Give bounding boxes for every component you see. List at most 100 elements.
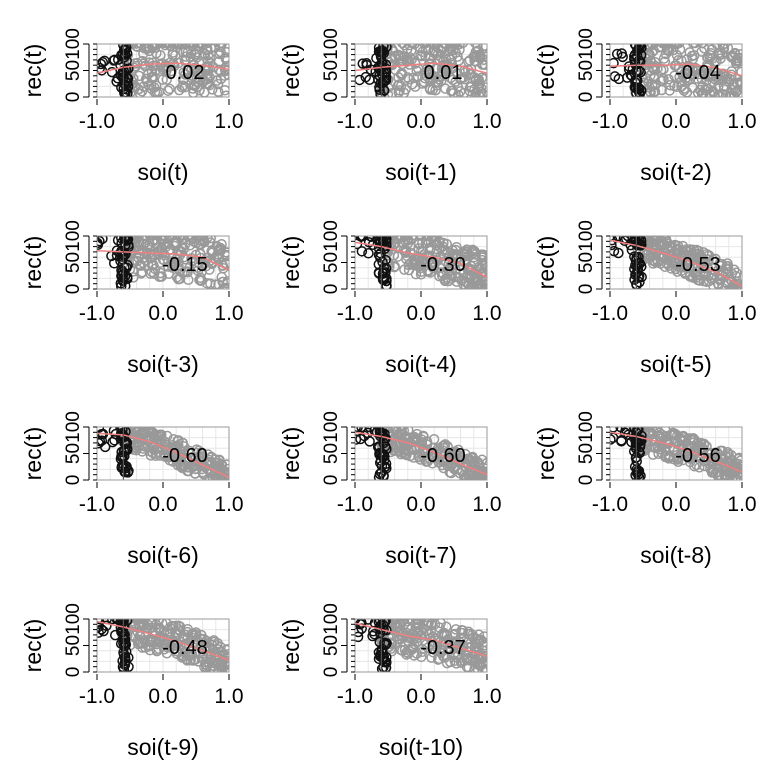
- data-point: [121, 262, 132, 273]
- data-point: [700, 269, 711, 281]
- data-point: [204, 57, 216, 69]
- x-tick-label: -1.0: [592, 302, 628, 325]
- data-point: [378, 625, 389, 636]
- data-point: [214, 44, 226, 49]
- data-point: [373, 259, 385, 270]
- y-tick-label: 100: [63, 28, 84, 60]
- y-tick-label: 100: [63, 411, 84, 443]
- data-point: [401, 647, 412, 658]
- data-point: [647, 449, 659, 460]
- data-point: [458, 247, 469, 259]
- y-tick-label: 50: [321, 635, 342, 656]
- data-point: [464, 454, 475, 466]
- data-point: [184, 44, 195, 49]
- y-tick-label: 50: [321, 443, 342, 464]
- y-tick-label: 50: [576, 443, 597, 464]
- data-point: [427, 458, 438, 469]
- data-point: [161, 619, 172, 629]
- x-axis-label: soi(t-7): [385, 542, 457, 568]
- data-point: [203, 657, 215, 668]
- data-point: [447, 74, 459, 86]
- data-point: [632, 427, 643, 436]
- data-point: [355, 427, 363, 433]
- data-point: [407, 641, 418, 653]
- data-point: [151, 44, 162, 49]
- data-point: [679, 83, 690, 94]
- data-point: [408, 452, 419, 463]
- data-point: [695, 437, 707, 449]
- data-point: [393, 79, 405, 90]
- data-point: [164, 83, 175, 95]
- data-point: [219, 85, 229, 96]
- data-point: [208, 657, 220, 669]
- y-axis-label: rec(t): [20, 427, 46, 481]
- data-point: [395, 80, 407, 92]
- data-point: [428, 257, 440, 268]
- data-point: [379, 637, 390, 648]
- data-point: [446, 467, 457, 479]
- data-point: [734, 49, 742, 60]
- data-point: [416, 643, 428, 655]
- data-point: [437, 44, 449, 54]
- data-point: [394, 442, 405, 454]
- y-tick-label: 100: [576, 411, 597, 443]
- x-axis-label: soi(t): [137, 159, 188, 185]
- data-point: [136, 619, 148, 624]
- x-tick-label: 0.0: [406, 493, 435, 516]
- data-point: [414, 44, 426, 53]
- correlation-label: -0.53: [675, 254, 721, 276]
- data-point: [206, 467, 218, 479]
- data-point: [468, 274, 479, 286]
- data-point: [689, 434, 700, 446]
- data-point: [404, 432, 415, 443]
- y-tick-label: 100: [321, 220, 342, 252]
- data-point: [446, 63, 458, 74]
- data-point: [167, 49, 178, 61]
- data-point: [169, 240, 180, 252]
- data-point: [395, 448, 407, 460]
- data-point: [116, 626, 127, 638]
- x-tick-label: 1.0: [727, 110, 756, 133]
- data-point: [185, 236, 196, 241]
- data-point: [180, 46, 191, 57]
- data-point: [685, 433, 696, 445]
- data-point: [106, 66, 118, 78]
- data-point: [142, 260, 154, 271]
- data-point: [480, 665, 487, 672]
- data-point: [692, 87, 704, 97]
- data-point: [178, 236, 189, 241]
- data-point: [643, 236, 654, 241]
- data-point: [662, 44, 674, 49]
- y-tick-label: 100: [576, 28, 597, 60]
- data-point: [660, 445, 672, 457]
- points: [610, 44, 742, 97]
- correlation-label: -0.60: [420, 445, 466, 467]
- data-point: [463, 470, 474, 480]
- y-tick-label: 0: [63, 284, 84, 295]
- data-point: [213, 64, 225, 76]
- x-tick-label: 0.0: [661, 493, 690, 516]
- data-point: [402, 619, 413, 627]
- correlation-label: -0.04: [675, 62, 721, 84]
- data-point: [174, 84, 185, 96]
- data-point: [146, 622, 158, 633]
- data-point: [429, 44, 440, 49]
- data-point: [188, 44, 199, 49]
- data-point: [219, 70, 229, 81]
- data-point: [97, 236, 108, 245]
- y-tick-label: 100: [321, 411, 342, 443]
- data-point: [218, 473, 229, 480]
- data-point: [177, 44, 188, 49]
- data-point: [670, 450, 682, 461]
- data-point: [220, 53, 229, 65]
- smoother-line: [610, 431, 742, 473]
- data-point: [214, 48, 225, 60]
- data-point: [152, 446, 163, 457]
- data-point: [97, 57, 109, 68]
- data-point: [459, 65, 470, 76]
- data-point: [465, 642, 477, 653]
- data-point: [175, 446, 187, 457]
- data-point: [178, 243, 190, 255]
- data-point: [408, 72, 420, 84]
